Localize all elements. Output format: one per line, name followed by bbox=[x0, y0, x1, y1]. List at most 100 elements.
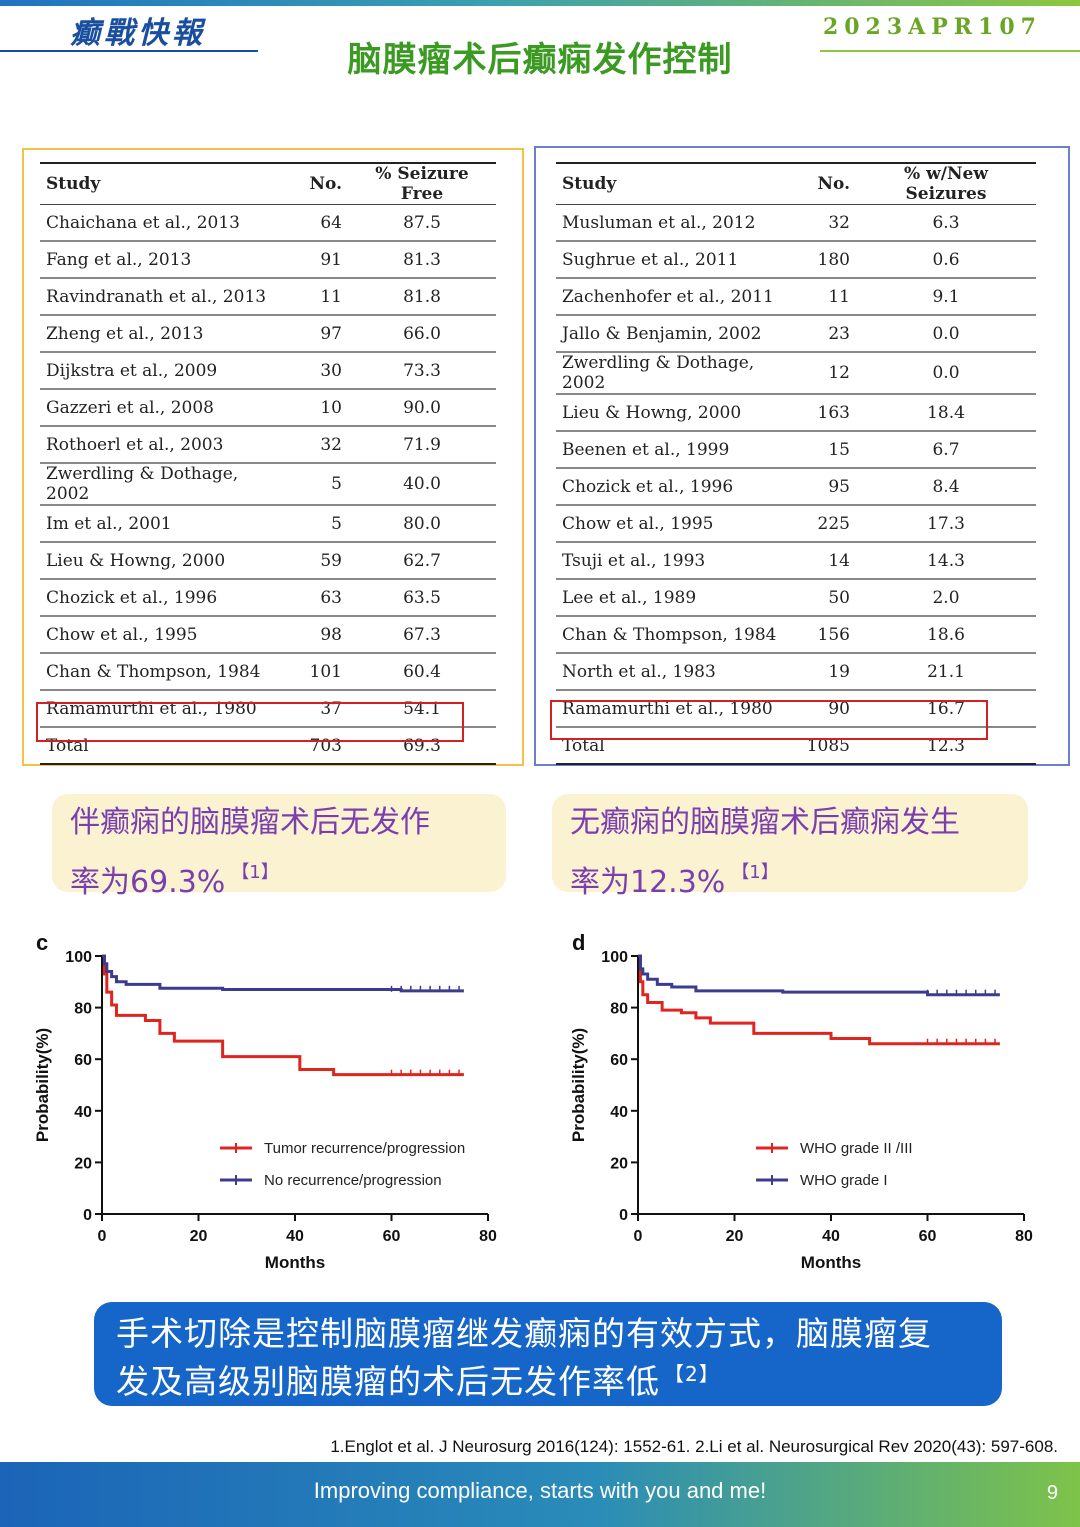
cell-no: 50 bbox=[784, 579, 856, 617]
series-line-0 bbox=[638, 954, 1000, 1046]
table-row: Lieu & Howng, 2000 59 62.7 bbox=[40, 542, 496, 580]
cell-percent: 40.0 bbox=[348, 463, 496, 506]
cell-study: Chow et al., 1995 bbox=[556, 505, 784, 543]
table-row: Chozick et al., 1996 95 8.4 bbox=[556, 468, 1036, 506]
cell-no: 101 bbox=[284, 653, 348, 691]
cell-study: Ravindranath et al., 2013 bbox=[40, 278, 284, 316]
callout-line1: 无癫痫的脑膜瘤术后癫痫发生 bbox=[570, 805, 960, 840]
cell-percent: 67.3 bbox=[348, 616, 496, 654]
series-line-1 bbox=[638, 954, 1000, 997]
cell-percent: 66.0 bbox=[348, 315, 496, 353]
table-header-row: Study No. % w/New Seizures bbox=[556, 162, 1036, 205]
cell-percent: 0.0 bbox=[856, 315, 1036, 353]
cell-percent: 80.0 bbox=[348, 505, 496, 543]
cell-no: 14 bbox=[784, 542, 856, 580]
x-tick-label: 40 bbox=[286, 1228, 304, 1245]
cell-percent: 71.9 bbox=[348, 426, 496, 464]
callout-seizure-free-rate: 伴癫痫的脑膜瘤术后无发作 率为69.3% 【1】 bbox=[52, 794, 506, 900]
cell-study: Tsuji et al., 1993 bbox=[556, 542, 784, 580]
table-row: Jallo & Benjamin, 2002 23 0.0 bbox=[556, 315, 1036, 353]
conclusion-line1: 手术切除是控制脑膜瘤继发癫痫的有效方式，脑膜瘤复 bbox=[116, 1314, 932, 1353]
new-seizures-table: Study No. % w/New Seizures Musluman et a… bbox=[556, 162, 1036, 765]
x-tick-label: 0 bbox=[634, 1228, 643, 1245]
cell-study: Chozick et al., 1996 bbox=[40, 579, 284, 617]
cell-percent: 16.7 bbox=[856, 690, 1036, 728]
table-row: North et al., 1983 19 21.1 bbox=[556, 653, 1036, 691]
series-line-0 bbox=[102, 954, 464, 1077]
cell-no: 63 bbox=[284, 579, 348, 617]
y-axis-label: Probability(%) bbox=[569, 1028, 588, 1142]
y-tick-label: 80 bbox=[74, 1001, 92, 1018]
cell-percent: 14.3 bbox=[856, 542, 1036, 580]
cell-percent: 69.3 bbox=[348, 727, 496, 765]
cell-percent: 90.0 bbox=[348, 389, 496, 427]
cell-no: 30 bbox=[284, 352, 348, 390]
page-number: 9 bbox=[1046, 1482, 1058, 1504]
cell-percent: 60.4 bbox=[348, 653, 496, 691]
y-axis-label: Probability(%) bbox=[33, 1028, 52, 1142]
cell-study: Lee et al., 1989 bbox=[556, 579, 784, 617]
table-row: Zwerdling & Dothage, 2002 5 40.0 bbox=[40, 463, 496, 506]
table-row: Chaichana et al., 2013 64 87.5 bbox=[40, 204, 496, 242]
cell-percent: 21.1 bbox=[856, 653, 1036, 691]
footer-bar: Improving compliance, starts with you an… bbox=[0, 1462, 1080, 1527]
cell-no: 5 bbox=[284, 463, 348, 506]
callout-ref: 【1】 bbox=[731, 862, 779, 883]
survival-chart-c: c 0 20 40 60 80 100 0 20 40 60 80 Months Probability(… bbox=[24, 922, 516, 1282]
cell-no: 180 bbox=[784, 241, 856, 279]
cell-percent: 81.3 bbox=[348, 241, 496, 279]
table-row: Musluman et al., 2012 32 6.3 bbox=[556, 204, 1036, 242]
cell-percent: 12.3 bbox=[856, 727, 1036, 765]
legend-label: WHO grade I bbox=[800, 1172, 888, 1189]
cell-study: Sughrue et al., 2011 bbox=[556, 241, 784, 279]
cell-percent: 73.3 bbox=[348, 352, 496, 390]
legend-label: WHO grade II /III bbox=[800, 1140, 913, 1157]
cell-no: 37 bbox=[284, 690, 348, 728]
page-title: 脑膜瘤术后癫痫发作控制 bbox=[347, 40, 733, 80]
cell-no: 156 bbox=[784, 616, 856, 654]
cell-study: Total bbox=[556, 727, 784, 765]
table-row: Tsuji et al., 1993 14 14.3 bbox=[556, 542, 1036, 580]
y-tick-label: 0 bbox=[83, 1207, 92, 1224]
table-row: Ramamurthi et al., 1980 37 54.1 bbox=[40, 690, 496, 728]
cell-no: 98 bbox=[284, 616, 348, 654]
table-row: Im et al., 2001 5 80.0 bbox=[40, 505, 496, 543]
issue-underline bbox=[820, 50, 1080, 52]
cell-percent: 18.6 bbox=[856, 616, 1036, 654]
chart-svg: c 0 20 40 60 80 100 0 20 40 60 80 Months Probability(… bbox=[33, 930, 497, 1272]
table-row: Ravindranath et al., 2013 11 81.8 bbox=[40, 278, 496, 316]
cell-percent: 8.4 bbox=[856, 468, 1036, 506]
cell-percent: 87.5 bbox=[348, 204, 496, 242]
panel-label: d bbox=[572, 930, 585, 955]
table-row: Chow et al., 1995 225 17.3 bbox=[556, 505, 1036, 543]
cell-percent: 81.8 bbox=[348, 278, 496, 316]
cell-percent: 0.0 bbox=[856, 352, 1036, 395]
cell-study: Chow et al., 1995 bbox=[40, 616, 284, 654]
y-tick-label: 0 bbox=[619, 1207, 628, 1224]
cell-study: Chan & Thompson, 1984 bbox=[556, 616, 784, 654]
y-tick-label: 20 bbox=[74, 1155, 92, 1172]
legend-label: No recurrence/progression bbox=[264, 1172, 442, 1189]
brand-logo: 癫戰快報 bbox=[70, 16, 206, 51]
cell-study: Lieu & Howng, 2000 bbox=[40, 542, 284, 580]
cell-study: Jallo & Benjamin, 2002 bbox=[556, 315, 784, 353]
cell-no: 1085 bbox=[784, 727, 856, 765]
cell-study: Zwerdling & Dothage, 2002 bbox=[556, 352, 784, 395]
callout-line2: 率为69.3% bbox=[70, 865, 226, 900]
cell-no: 90 bbox=[784, 690, 856, 728]
top-stripe bbox=[0, 0, 1080, 6]
table-row: Lee et al., 1989 50 2.0 bbox=[556, 579, 1036, 617]
series-line-1 bbox=[102, 954, 464, 993]
x-tick-label: 20 bbox=[726, 1228, 744, 1245]
cell-no: 32 bbox=[784, 204, 856, 242]
y-tick-label: 40 bbox=[610, 1104, 628, 1121]
y-tick-label: 60 bbox=[610, 1052, 628, 1069]
y-tick-label: 60 bbox=[74, 1052, 92, 1069]
references: 1.Englot et al. J Neurosurg 2016(124): 1… bbox=[330, 1437, 1058, 1456]
cell-percent: 6.3 bbox=[856, 204, 1036, 242]
y-tick-label: 100 bbox=[601, 949, 628, 966]
table-row: Zheng et al., 2013 97 66.0 bbox=[40, 315, 496, 353]
cell-no: 64 bbox=[284, 204, 348, 242]
cell-percent: 63.5 bbox=[348, 579, 496, 617]
cell-no: 15 bbox=[784, 431, 856, 469]
